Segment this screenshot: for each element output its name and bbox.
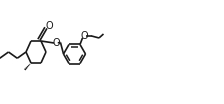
Text: O: O xyxy=(53,38,61,48)
Text: O: O xyxy=(46,21,54,31)
Text: O: O xyxy=(80,32,88,41)
